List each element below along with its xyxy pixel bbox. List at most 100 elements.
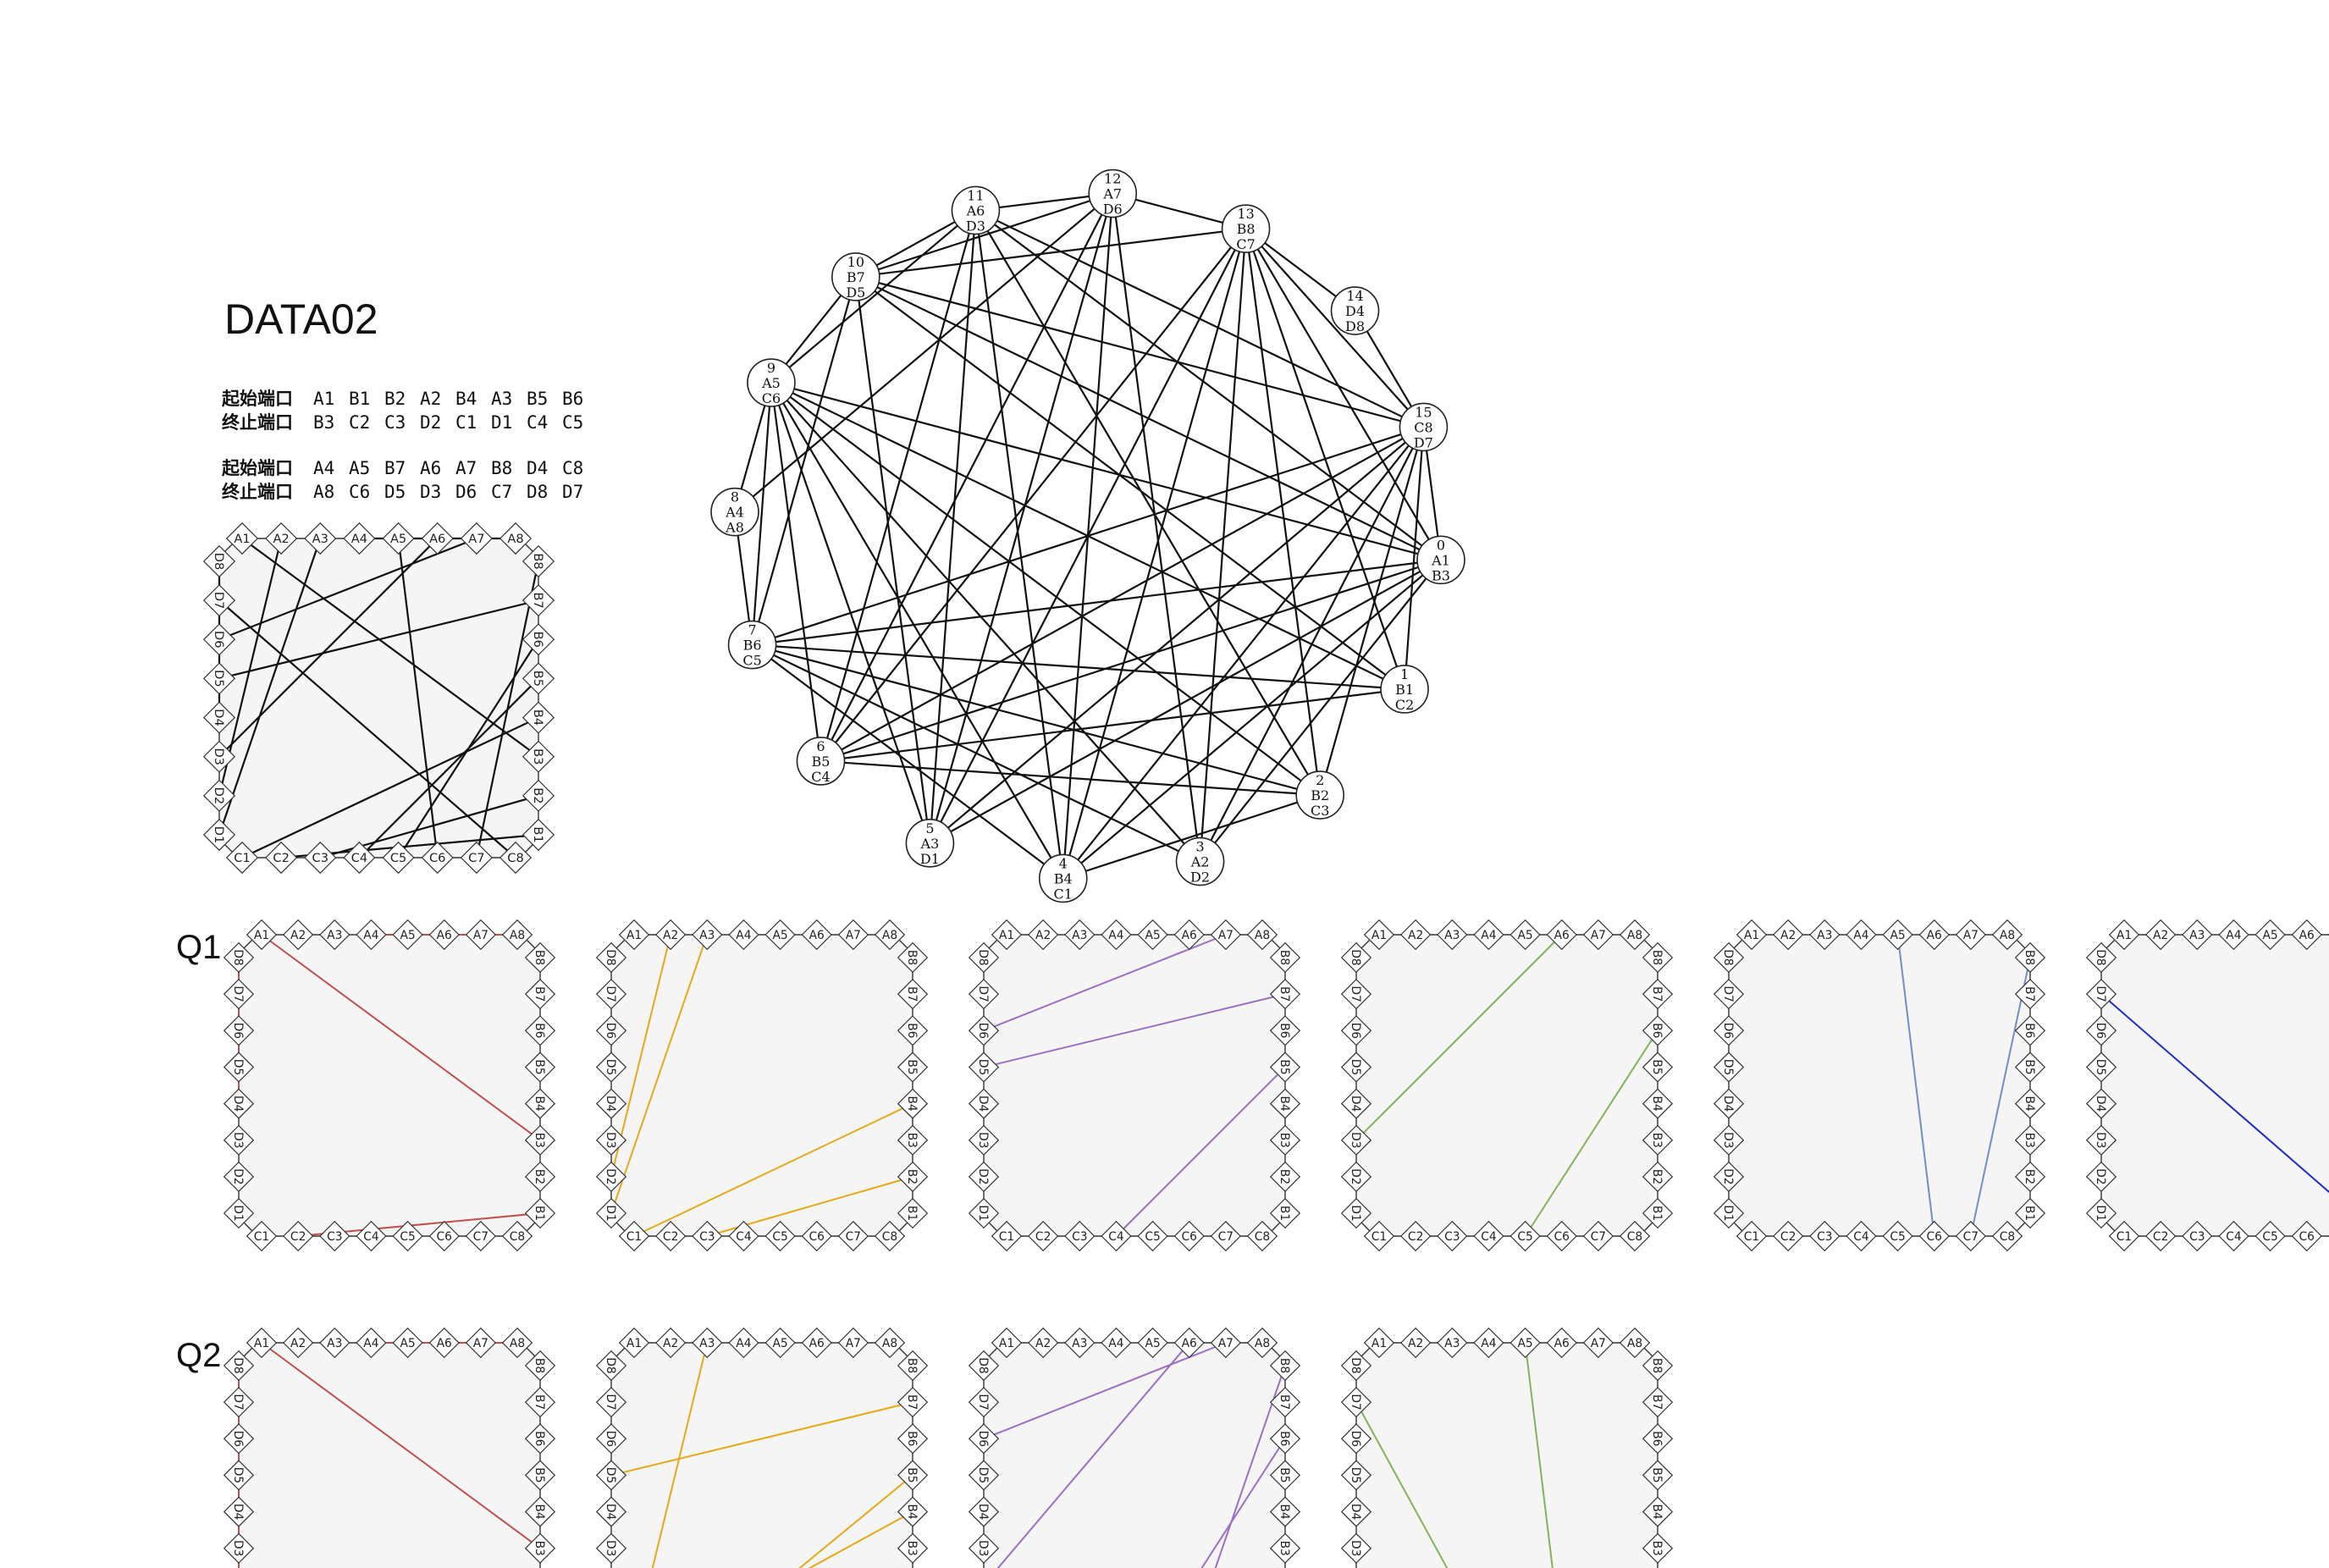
port-d1: D1	[223, 1197, 255, 1229]
graph-node-port: C6	[762, 390, 781, 406]
port-a8: A8	[1246, 919, 1278, 951]
board-outline	[1355, 1342, 1658, 1568]
port-b1: B1	[1269, 1197, 1301, 1229]
port-label: B6	[1278, 1023, 1291, 1038]
port-diamond	[524, 1161, 556, 1192]
graph-node-port: B6	[743, 638, 762, 654]
port-c8: C8	[874, 1220, 906, 1252]
port-diamond	[428, 919, 460, 951]
graph-edge	[929, 426, 1425, 844]
port-c6: C6	[1546, 1220, 1577, 1252]
port-label: B5	[1278, 1467, 1291, 1482]
port-b3: B3	[897, 1532, 929, 1564]
port-diamond	[897, 1052, 929, 1083]
port-label: A5	[2262, 929, 2277, 942]
port-diamond	[2182, 919, 2213, 951]
graph-edge	[1199, 229, 1247, 862]
port-label: A6	[437, 929, 452, 942]
port-diamond	[1955, 1220, 1986, 1252]
graph-node-circle	[905, 819, 955, 868]
port-diamond	[225, 522, 259, 555]
port-table-start-label: 起始端口	[221, 458, 293, 478]
port-label: D1	[212, 826, 226, 844]
q-panel: A1 A2 A3 A4 A5 A6 A7 A8 C1 C2 C3 C4 C5 C6 C7 C8 B8 B7 B6 B5…	[595, 919, 929, 1252]
port-label: C2	[1780, 1230, 1796, 1244]
port-table-cell: B2	[384, 389, 406, 409]
graph-node-id: 15	[1415, 404, 1432, 420]
port-table-cell: B6	[562, 389, 583, 409]
port-diamond	[2254, 1220, 2286, 1252]
port-diamond	[2014, 1197, 2046, 1229]
port-diamond	[304, 841, 337, 875]
port-diamond	[524, 1052, 556, 1083]
port-diamond	[246, 919, 278, 951]
port-label: B7	[531, 593, 545, 609]
port-diamond	[319, 919, 350, 951]
port-diamond	[2085, 941, 2117, 974]
port-label: B1	[531, 826, 545, 842]
port-label: D1	[231, 1205, 245, 1221]
port-d5: D5	[968, 1052, 1000, 1083]
graph-node-port: A5	[761, 375, 781, 391]
port-d7: D7	[1713, 979, 1745, 1010]
port-label: D4	[1721, 1096, 1735, 1113]
port-label: C8	[882, 1230, 897, 1244]
port-c3: C3	[692, 1220, 723, 1252]
port-label: D1	[976, 1205, 990, 1221]
q-panel: A1 A2 A3 A4 A5 A6 A7 A8 C1 C2 C3 C4 C5 C6 C7 C8 B8 B7 B6 B5…	[1340, 919, 1674, 1252]
port-label: C2	[1035, 1230, 1051, 1244]
port-label: B3	[2023, 1133, 2036, 1148]
port-label: B4	[2023, 1096, 2036, 1111]
port-label: C4	[363, 1230, 379, 1244]
port-label: D7	[976, 986, 990, 1002]
port-diamond	[1173, 1220, 1205, 1252]
graph-node-circle	[1038, 853, 1088, 903]
port-a2: A2	[1028, 1327, 1059, 1359]
port-diamond	[1642, 1161, 1674, 1192]
port-label: C5	[2262, 1230, 2277, 1244]
port-a5: A5	[1137, 1327, 1168, 1359]
port-diamond	[1363, 919, 1395, 951]
port-b1: B1	[522, 818, 555, 852]
port-diamond	[1340, 1124, 1372, 1156]
port-diamond	[1473, 919, 1504, 951]
port-label: C2	[273, 851, 289, 865]
port-b2: B2	[1642, 1161, 1674, 1192]
port-diamond	[382, 522, 415, 555]
graph-node-id: 9	[767, 360, 775, 376]
port-diamond	[2254, 919, 2286, 951]
port-d6: D6	[223, 1423, 255, 1455]
port-b5: B5	[1269, 1052, 1301, 1083]
port-b4: B4	[897, 1088, 929, 1119]
port-label: D8	[2094, 949, 2107, 965]
port-a7: A7	[837, 919, 869, 951]
port-diamond	[522, 662, 555, 695]
port-diamond	[1400, 919, 1432, 951]
port-diamond	[897, 1015, 929, 1046]
port-diamond	[223, 1423, 255, 1455]
port-label: D3	[604, 1132, 617, 1148]
port-d7: D7	[595, 1387, 627, 1418]
port-b3: B3	[1642, 1532, 1674, 1564]
port-diamond	[897, 1460, 929, 1491]
port-label: A2	[290, 929, 306, 942]
graph-edge	[1199, 559, 1442, 863]
graph-edge	[751, 643, 1064, 880]
port-label: D7	[604, 1394, 617, 1410]
port-label: D7	[976, 1394, 990, 1410]
port-diamond	[1340, 1532, 1372, 1564]
port-label: A1	[254, 1337, 269, 1350]
port-d8: D8	[223, 941, 255, 974]
port-b3: B3	[522, 740, 555, 773]
port-label: B6	[905, 1431, 919, 1446]
graph-node-port: B4	[1054, 870, 1073, 886]
port-label: A7	[846, 1337, 861, 1350]
graph-node-port: A7	[1102, 186, 1122, 202]
port-diamond	[2218, 919, 2249, 951]
port-diamond	[1713, 1052, 1745, 1083]
port-label: D4	[212, 709, 226, 726]
port-b4: B4	[524, 1496, 556, 1527]
